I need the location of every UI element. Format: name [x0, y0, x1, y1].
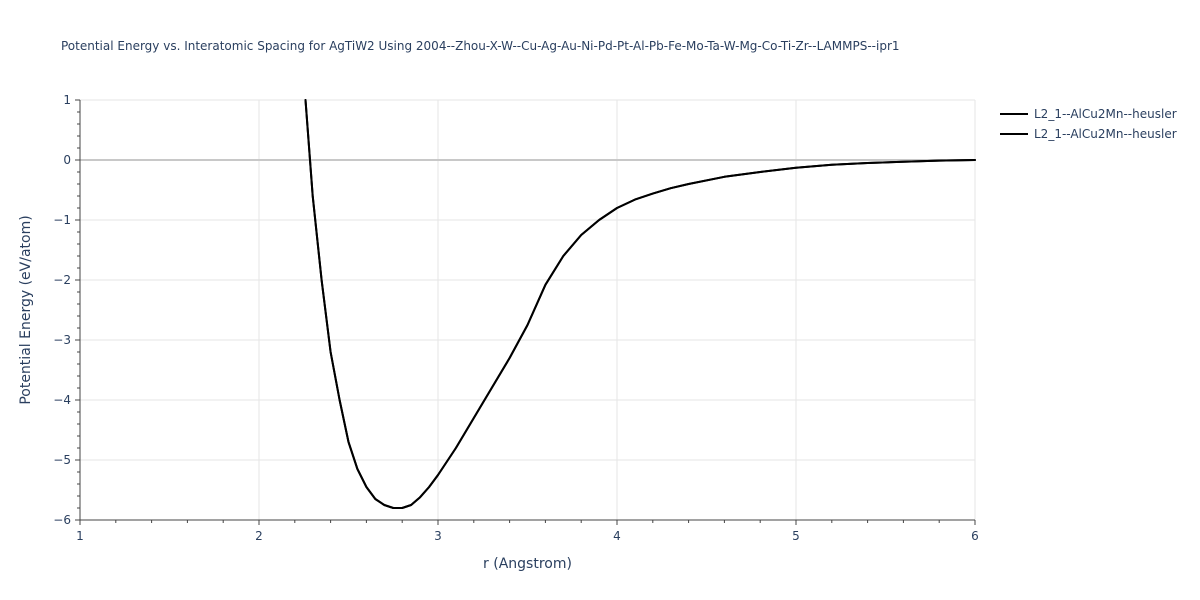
x-axis-ticks: 1 2 3 4 5 6 [76, 520, 979, 543]
x-tick-label: 4 [613, 529, 621, 543]
legend-label: L2_1--AlCu2Mn--heusler [1034, 107, 1177, 121]
x-tick-label: 3 [434, 529, 442, 543]
y-tick-label: 0 [63, 153, 71, 167]
y-tick-label: 1 [63, 93, 71, 107]
y-axis-ticks: 1 0 −1 −2 −3 −4 −5 −6 [53, 93, 80, 527]
y-tick-label: −6 [53, 513, 71, 527]
legend-label: L2_1--AlCu2Mn--heusler [1034, 127, 1177, 141]
y-tick-label: −4 [53, 393, 71, 407]
y-axis-title: Potential Energy (eV/atom) [18, 215, 34, 404]
y-tick-label: −1 [53, 213, 71, 227]
axes [79, 100, 975, 521]
series-line-2 [304, 99, 976, 509]
x-tick-label: 2 [255, 529, 263, 543]
x-tick-label: 6 [971, 529, 979, 543]
x-axis-title: r (Angstrom) [483, 556, 572, 572]
y-tick-label: −2 [53, 273, 71, 287]
x-tick-label: 1 [76, 529, 84, 543]
series-line-1 [304, 99, 976, 509]
legend[interactable]: L2_1--AlCu2Mn--heusler L2_1--AlCu2Mn--heu… [1000, 107, 1177, 141]
legend-item-2[interactable]: L2_1--AlCu2Mn--heusler [1000, 127, 1177, 141]
chart-title: Potential Energy vs. Interatomic Spacing… [61, 39, 900, 53]
x-tick-label: 5 [792, 529, 800, 543]
legend-item-1[interactable]: L2_1--AlCu2Mn--heusler [1000, 107, 1177, 121]
y-tick-label: −5 [53, 453, 71, 467]
y-tick-label: −3 [53, 333, 71, 347]
grid-lines [79, 99, 976, 521]
series-lines [304, 99, 976, 509]
